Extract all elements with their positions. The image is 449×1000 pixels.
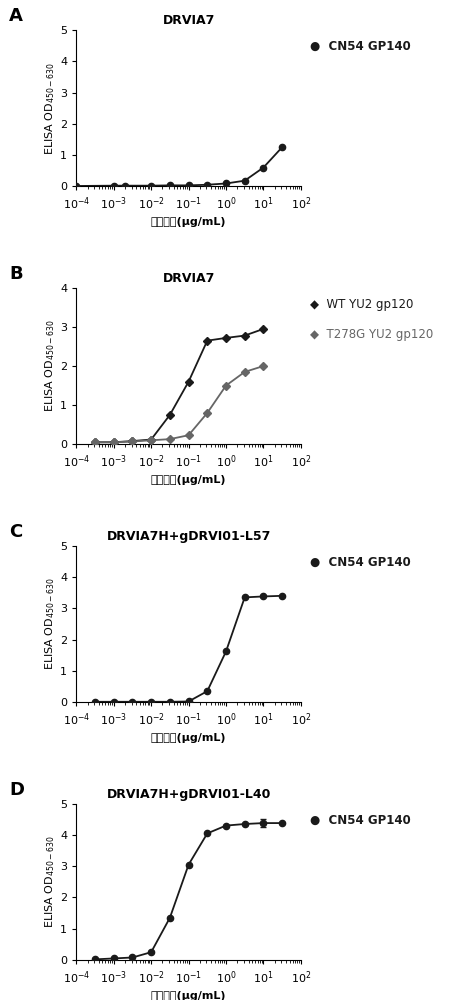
- Text: D: D: [9, 781, 24, 799]
- Y-axis label: ELISA OD$_{450-630}$: ELISA OD$_{450-630}$: [44, 835, 57, 928]
- Y-axis label: ELISA OD$_{450-630}$: ELISA OD$_{450-630}$: [44, 62, 57, 155]
- Text: ◆  T278G YU2 gp120: ◆ T278G YU2 gp120: [310, 328, 433, 341]
- Title: DRVIA7H+gDRVI01-L40: DRVIA7H+gDRVI01-L40: [106, 788, 271, 801]
- Text: ◆  WT YU2 gp120: ◆ WT YU2 gp120: [310, 298, 413, 311]
- X-axis label: 抗体浓度(μg/mL): 抗体浓度(μg/mL): [151, 733, 226, 743]
- Text: ●  CN54 GP140: ● CN54 GP140: [310, 40, 410, 53]
- Title: DRVIA7: DRVIA7: [163, 14, 215, 27]
- Y-axis label: ELISA OD$_{450-630}$: ELISA OD$_{450-630}$: [44, 578, 57, 670]
- Text: ●  CN54 GP140: ● CN54 GP140: [310, 814, 410, 827]
- Text: A: A: [9, 7, 23, 25]
- Text: B: B: [9, 265, 22, 283]
- Y-axis label: ELISA OD$_{450-630}$: ELISA OD$_{450-630}$: [44, 320, 57, 412]
- Title: DRVIA7: DRVIA7: [163, 272, 215, 285]
- Text: ●  CN54 GP140: ● CN54 GP140: [310, 556, 410, 569]
- X-axis label: 抗体浓度(μg/mL): 抗体浓度(μg/mL): [151, 475, 226, 485]
- X-axis label: 抗体浓度(μg/mL): 抗体浓度(μg/mL): [151, 991, 226, 1000]
- Title: DRVIA7H+gDRVI01-L57: DRVIA7H+gDRVI01-L57: [106, 530, 271, 543]
- Text: C: C: [9, 523, 22, 541]
- X-axis label: 抗体浓度(μg/mL): 抗体浓度(μg/mL): [151, 217, 226, 227]
